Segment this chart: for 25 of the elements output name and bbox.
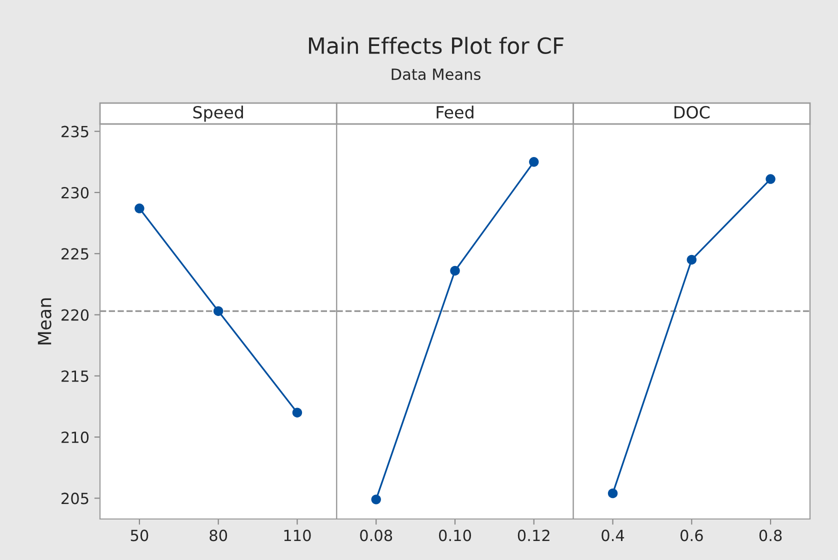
x-tick-label: 50 [130, 530, 148, 542]
y-tick-label: 210 [62, 432, 89, 444]
y-tick-label: 205 [62, 492, 88, 504]
chart-title: Speed [193, 106, 243, 122]
y-tick-label: 220 [62, 309, 89, 321]
point [134, 204, 144, 214]
y-axis-title: Mean [38, 298, 52, 344]
text: Data Means [392, 68, 480, 80]
point [292, 408, 302, 418]
x-tick-label: 0.4 [602, 530, 624, 542]
x-tick-label: 0.10 [439, 530, 471, 542]
x-tick-label: 110 [284, 530, 311, 542]
x-tick-label: 0.6 [680, 530, 703, 542]
x-tick-label: 0.08 [360, 530, 392, 542]
point [213, 306, 224, 316]
text: Main Effects Plot for CF [308, 36, 564, 54]
x-tick-label: 0.12 [518, 530, 550, 542]
x-tick-label: 0.8 [759, 530, 782, 542]
y-tick-label: 225 [62, 248, 88, 260]
y-tick-label: 215 [62, 370, 88, 382]
x-tick-label: 80 [210, 530, 228, 542]
y-tick-label: 235 [62, 126, 88, 138]
chart-title: DOC [674, 106, 710, 119]
chart-title: Feed [436, 106, 474, 119]
y-tick-label: 230 [62, 186, 89, 199]
